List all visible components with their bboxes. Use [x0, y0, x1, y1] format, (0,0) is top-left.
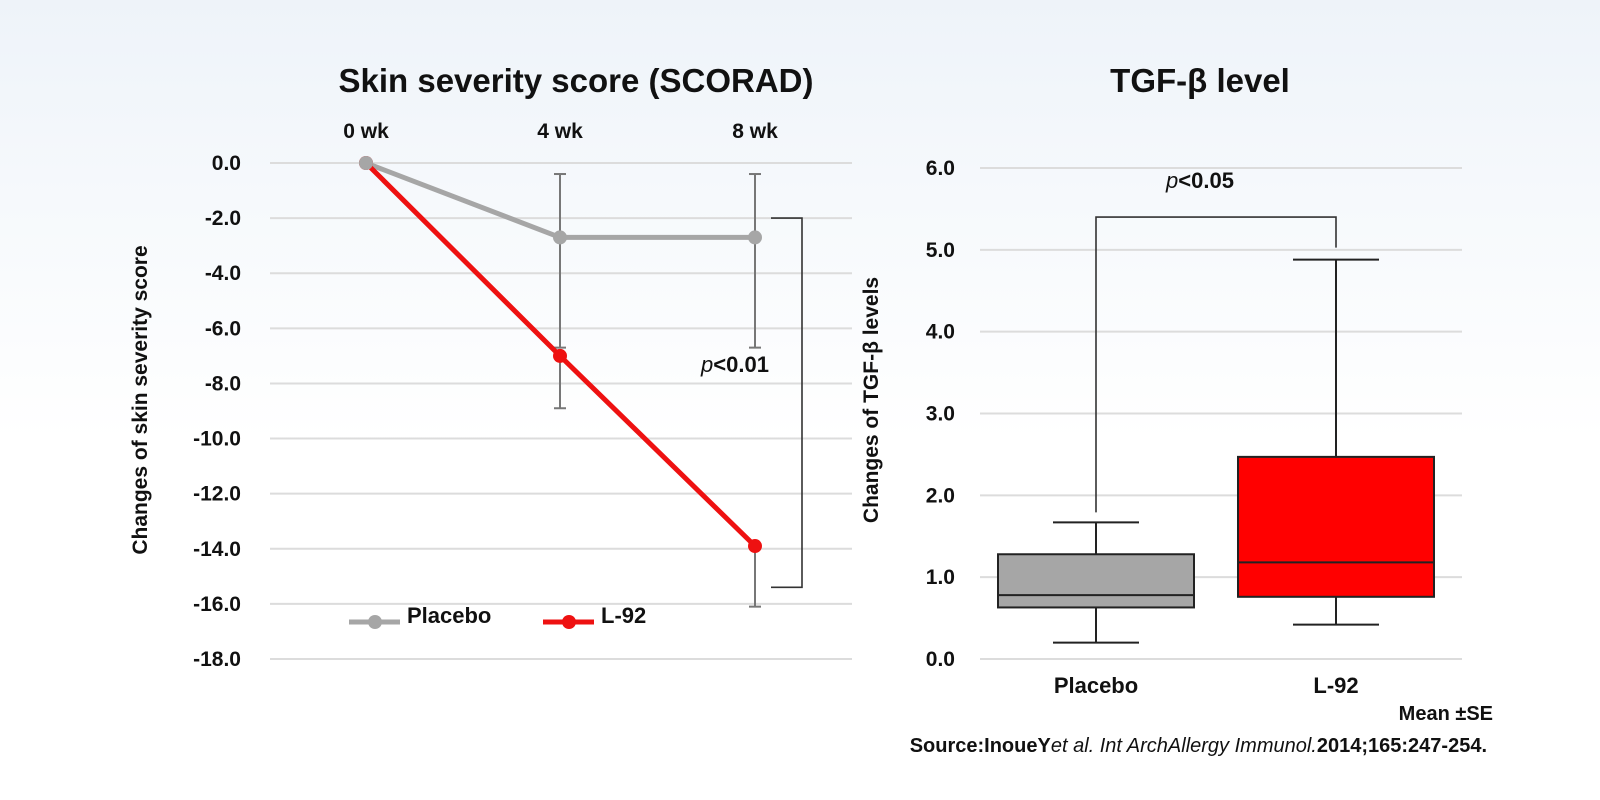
tgf-y-tick-label: 0.0	[926, 648, 955, 671]
scorad-chart-title: Skin severity score (SCORAD)	[338, 62, 813, 99]
scorad-y-tick-labels: 0.0 -2.0 -4.0 -6.0 -8.0 -10.0 -12.0 -14.0 -16.0 -…	[193, 152, 241, 671]
scorad-data-point	[553, 230, 567, 245]
source-prefix: Source:InoueY	[910, 735, 1052, 757]
tgf-chart-title: TGF-β level	[1110, 62, 1290, 99]
source-citation: Source:InoueYet al. Int ArchAllergy Immu…	[910, 735, 1487, 757]
scorad-p-letter: p	[700, 352, 713, 377]
legend-label: L-92	[601, 603, 646, 628]
tgf-y-tick-label: 2.0	[926, 484, 955, 507]
tgf-category-labels: Placebo L-92	[1054, 673, 1359, 698]
legend-swatch-marker	[562, 615, 576, 629]
tgf-bracket-line	[1095, 216, 1337, 513]
tgf-box	[1237, 455, 1435, 598]
scorad-bracket-line	[771, 217, 803, 589]
scorad-significance-bracket	[771, 217, 803, 589]
tgf-box-plots	[997, 258, 1435, 644]
scorad-error-bars	[554, 173, 761, 608]
tgf-y-tick-labels: 6.0 5.0 4.0 3.0 2.0 1.0 0.0	[926, 157, 955, 671]
scorad-y-tick-label: 0.0	[212, 152, 241, 175]
tgf-p-threshold: <0.05	[1178, 168, 1234, 193]
scorad-p-value: p<0.01	[700, 352, 769, 377]
tgf-category-label: Placebo	[1054, 673, 1138, 698]
mean-se-note: Mean ±SE	[1399, 703, 1493, 725]
source-journal: et al. Int ArchAllergy Immunol.	[1051, 735, 1317, 757]
scorad-legend: Placebo L-92	[349, 603, 646, 629]
scorad-y-tick-label: -16.0	[193, 593, 241, 616]
scorad-x-tick-label: 0 wk	[343, 120, 389, 143]
scorad-x-tick-label: 4 wk	[537, 120, 583, 143]
scorad-data-point	[748, 539, 762, 554]
scorad-data-point	[359, 156, 373, 170]
tgf-box-chart: TGF-β level 6.0 5.0 4.0 3.0 2.0 1.0 0.0 Change…	[860, 62, 1462, 698]
tgf-y-tick-label: 4.0	[926, 321, 955, 344]
scorad-x-tick-label: 8 wk	[732, 120, 778, 143]
scorad-p-threshold: <0.01	[713, 352, 769, 377]
scorad-y-tick-label: -6.0	[205, 317, 241, 340]
legend-label: Placebo	[407, 603, 491, 628]
scorad-y-axis-title: Changes of skin severity score	[129, 245, 152, 554]
tgf-significance-bracket	[1095, 216, 1337, 513]
scorad-data-point	[553, 348, 567, 363]
tgf-category-label: L-92	[1313, 673, 1358, 698]
scorad-y-tick-label: -12.0	[193, 483, 241, 506]
scorad-series-points	[359, 156, 762, 554]
scorad-y-tick-label: -14.0	[193, 538, 241, 561]
tgf-y-tick-label: 1.0	[926, 566, 955, 589]
scorad-x-tick-labels: 0 wk 4 wk 8 wk	[343, 120, 778, 143]
legend-swatch-marker	[368, 615, 382, 629]
scorad-y-tick-label: -18.0	[193, 648, 241, 671]
tgf-y-tick-label: 5.0	[926, 239, 955, 262]
scorad-data-point	[748, 230, 762, 245]
tgf-y-axis-title: Changes of TGF-β levels	[860, 277, 883, 523]
scorad-line-chart: Skin severity score (SCORAD) 0.0 -2.0 -4.0…	[129, 62, 852, 671]
scorad-y-tick-label: -10.0	[193, 428, 241, 451]
tgf-box	[997, 553, 1195, 609]
scorad-y-tick-label: -2.0	[205, 207, 241, 230]
source-suffix: 2014;165:247-254.	[1317, 735, 1487, 757]
tgf-p-value: p<0.05	[1165, 168, 1234, 193]
tgf-y-tick-label: 6.0	[926, 157, 955, 180]
scorad-y-tick-label: -8.0	[205, 372, 241, 395]
tgf-y-tick-label: 3.0	[926, 403, 955, 426]
scorad-y-tick-label: -4.0	[205, 262, 241, 285]
tgf-p-letter: p	[1165, 168, 1178, 193]
